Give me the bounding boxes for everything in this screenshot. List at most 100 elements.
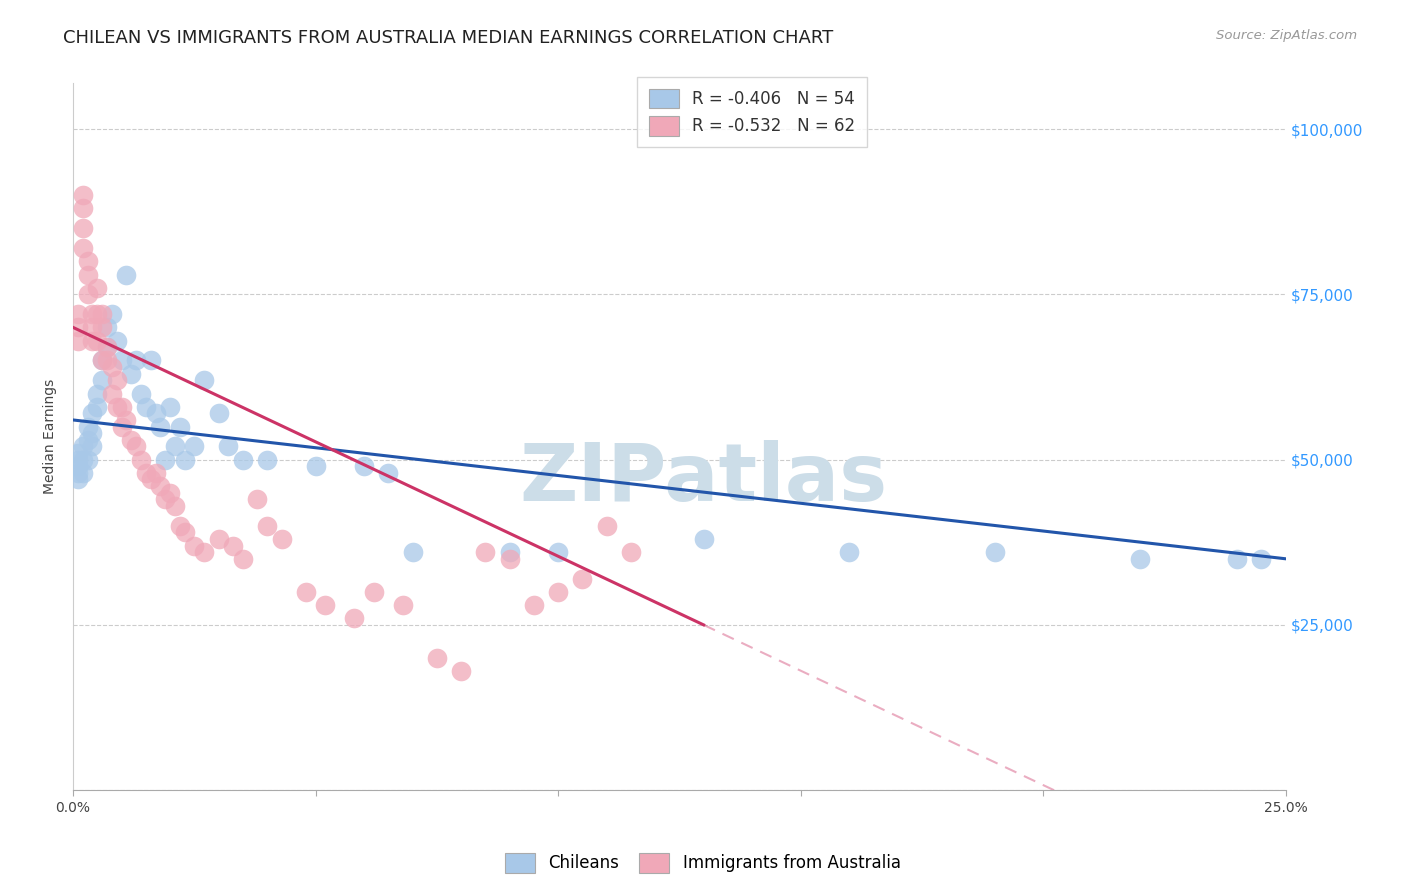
- Point: [66, 320, 89, 334]
- Point: [91, 353, 114, 368]
- Point: [129, 452, 152, 467]
- Point: [66, 459, 89, 474]
- Legend: R = -0.406   N = 54, R = -0.532   N = 62: R = -0.406 N = 54, R = -0.532 N = 62: [637, 77, 868, 147]
- Point: [363, 584, 385, 599]
- Point: [256, 452, 278, 467]
- Point: [304, 459, 326, 474]
- Text: ZIPatlas: ZIPatlas: [519, 440, 887, 518]
- Point: [1129, 551, 1152, 566]
- Point: [76, 433, 98, 447]
- Point: [450, 664, 472, 678]
- Point: [983, 545, 1005, 559]
- Point: [169, 518, 191, 533]
- Point: [343, 611, 366, 625]
- Point: [96, 353, 118, 368]
- Point: [110, 400, 132, 414]
- Point: [91, 373, 114, 387]
- Point: [1250, 551, 1272, 566]
- Point: [76, 268, 98, 282]
- Point: [159, 485, 181, 500]
- Point: [145, 466, 167, 480]
- Point: [96, 340, 118, 354]
- Point: [96, 320, 118, 334]
- Point: [72, 188, 94, 202]
- Point: [96, 340, 118, 354]
- Point: [159, 400, 181, 414]
- Point: [155, 452, 177, 467]
- Point: [125, 439, 148, 453]
- Point: [120, 433, 142, 447]
- Point: [595, 518, 617, 533]
- Point: [314, 598, 336, 612]
- Point: [207, 532, 229, 546]
- Point: [115, 413, 138, 427]
- Point: [498, 551, 520, 566]
- Point: [163, 439, 186, 453]
- Point: [91, 320, 114, 334]
- Point: [101, 307, 124, 321]
- Point: [207, 406, 229, 420]
- Point: [76, 419, 98, 434]
- Point: [222, 539, 245, 553]
- Point: [91, 307, 114, 321]
- Point: [155, 492, 177, 507]
- Point: [82, 334, 104, 348]
- Point: [183, 539, 205, 553]
- Point: [145, 406, 167, 420]
- Point: [232, 452, 254, 467]
- Point: [72, 241, 94, 255]
- Point: [173, 525, 195, 540]
- Point: [401, 545, 423, 559]
- Point: [66, 466, 89, 480]
- Point: [426, 651, 449, 665]
- Point: [82, 406, 104, 420]
- Point: [620, 545, 643, 559]
- Point: [129, 386, 152, 401]
- Y-axis label: Median Earnings: Median Earnings: [44, 379, 58, 494]
- Point: [498, 545, 520, 559]
- Point: [82, 439, 104, 453]
- Point: [76, 254, 98, 268]
- Point: [72, 221, 94, 235]
- Point: [183, 439, 205, 453]
- Point: [217, 439, 239, 453]
- Point: [246, 492, 269, 507]
- Point: [392, 598, 415, 612]
- Point: [353, 459, 375, 474]
- Point: [82, 426, 104, 441]
- Point: [72, 466, 94, 480]
- Point: [149, 419, 172, 434]
- Point: [101, 360, 124, 375]
- Point: [547, 584, 569, 599]
- Point: [1226, 551, 1249, 566]
- Point: [139, 473, 162, 487]
- Point: [72, 439, 94, 453]
- Point: [135, 466, 157, 480]
- Text: Source: ZipAtlas.com: Source: ZipAtlas.com: [1216, 29, 1357, 42]
- Point: [149, 479, 172, 493]
- Point: [76, 452, 98, 467]
- Point: [571, 572, 593, 586]
- Point: [72, 452, 94, 467]
- Point: [82, 307, 104, 321]
- Point: [115, 268, 138, 282]
- Point: [91, 353, 114, 368]
- Point: [66, 473, 89, 487]
- Point: [82, 320, 104, 334]
- Point: [163, 499, 186, 513]
- Point: [66, 446, 89, 460]
- Point: [76, 287, 98, 301]
- Point: [66, 307, 89, 321]
- Point: [86, 400, 108, 414]
- Point: [110, 419, 132, 434]
- Point: [105, 373, 128, 387]
- Point: [86, 386, 108, 401]
- Point: [173, 452, 195, 467]
- Point: [105, 400, 128, 414]
- Point: [169, 419, 191, 434]
- Point: [135, 400, 157, 414]
- Point: [523, 598, 546, 612]
- Point: [377, 466, 399, 480]
- Point: [101, 386, 124, 401]
- Legend: Chileans, Immigrants from Australia: Chileans, Immigrants from Australia: [499, 847, 907, 880]
